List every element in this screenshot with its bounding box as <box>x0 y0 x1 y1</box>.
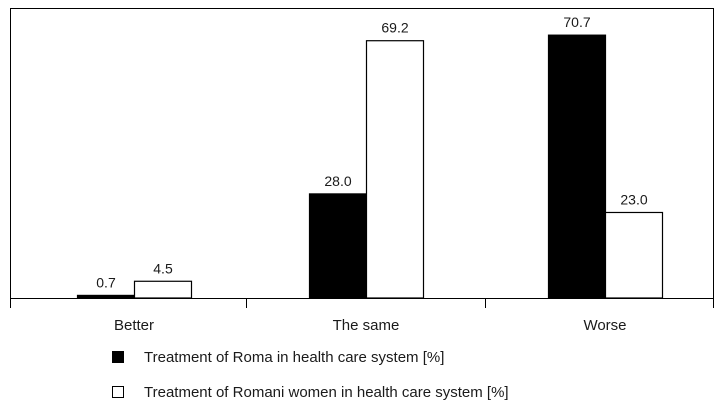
bar-romani-women-2 <box>604 211 664 299</box>
legend-label-roma: Treatment of Roma in health care system … <box>144 348 445 366</box>
data-label-romani-women-2: 23.0 <box>620 191 647 207</box>
legend-item-romani-women: Treatment of Romani women in health care… <box>112 381 509 403</box>
category-label-1: The same <box>333 317 400 334</box>
legend-label-romani-women: Treatment of Romani women in health care… <box>144 383 509 401</box>
legend-item-roma: Treatment of Roma in health care system … <box>112 346 509 368</box>
bar-roma-0 <box>76 294 136 299</box>
bar-romani-women-1 <box>365 40 425 299</box>
legend-swatch-black <box>112 351 124 363</box>
data-label-roma-1: 28.0 <box>324 173 351 189</box>
data-label-romani-women-1: 69.2 <box>381 20 408 36</box>
category-label-0: Better <box>114 317 154 334</box>
bar-romani-women-0 <box>133 280 193 299</box>
category-label-2: Worse <box>583 317 626 334</box>
legend: Treatment of Roma in health care system … <box>112 346 509 416</box>
data-label-roma-2: 70.7 <box>563 14 590 30</box>
legend-swatch-white <box>112 386 124 398</box>
bar-chart: 0.7 4.5 Better 28.0 69.2 The same 70.7 23.0 Wors… <box>10 8 714 334</box>
bar-roma-1 <box>308 193 368 299</box>
data-label-romani-women-0: 4.5 <box>153 260 173 276</box>
bar-roma-2 <box>547 34 607 299</box>
data-label-roma-0: 0.7 <box>96 274 116 290</box>
